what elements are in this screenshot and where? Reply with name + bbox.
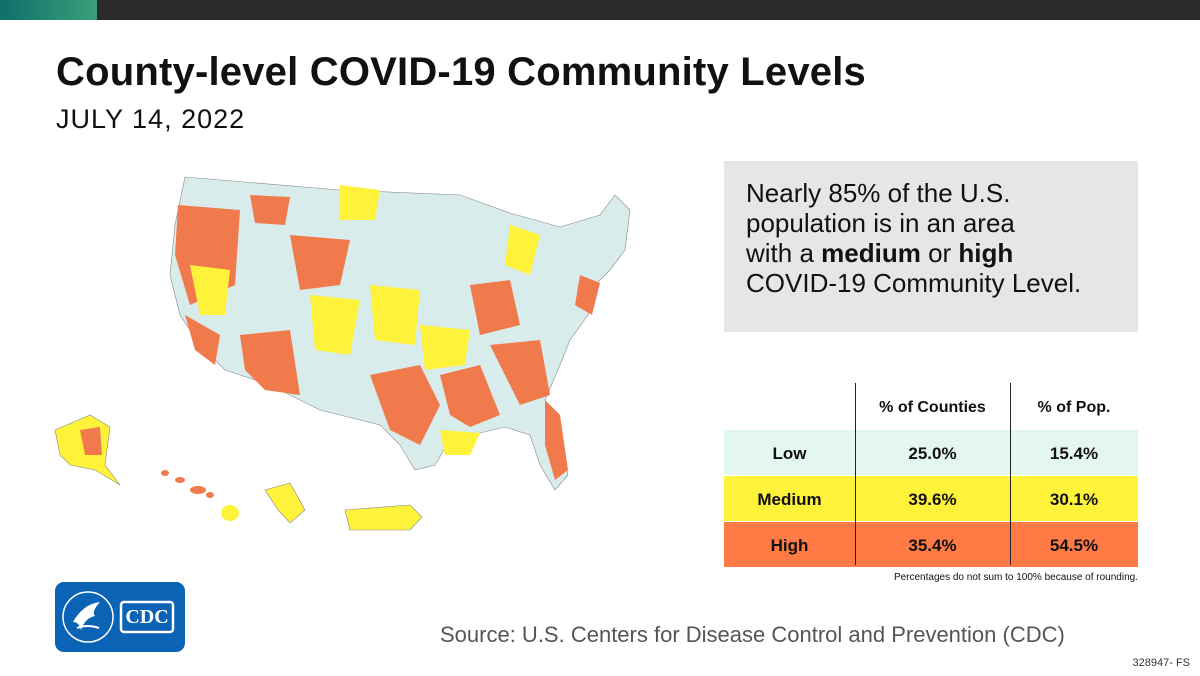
table-row: Low 25.0% 15.4% bbox=[724, 430, 1138, 475]
callout-line-1: Nearly 85% of the U.S. bbox=[746, 178, 1011, 208]
row-counties: 25.0% bbox=[908, 444, 957, 463]
hawaii-shape bbox=[161, 470, 239, 521]
row-pop: 54.5% bbox=[1049, 536, 1099, 555]
medium-level-regions bbox=[190, 185, 540, 455]
header-counties: % of Counties bbox=[879, 399, 986, 416]
page-title: County-level COVID-19 Community Levels bbox=[56, 50, 867, 94]
table-divider bbox=[855, 383, 856, 565]
puerto-rico-shape bbox=[344, 504, 423, 531]
row-level: Low bbox=[772, 444, 807, 463]
levels-table: % of Counties % of Pop. Low 25.0% 15.4% … bbox=[724, 383, 1138, 568]
territory-shape bbox=[264, 482, 306, 524]
table-row: High 35.4% 54.5% bbox=[724, 522, 1138, 567]
row-pop: 30.1% bbox=[1049, 490, 1099, 509]
document-code: 328947- FS bbox=[1132, 657, 1190, 669]
callout-text: with a bbox=[746, 238, 822, 268]
hhs-eagle-icon bbox=[62, 591, 175, 643]
callout-high: high bbox=[958, 238, 1014, 268]
header-pop: % of Pop. bbox=[1037, 399, 1111, 416]
top-bar-accent bbox=[0, 0, 97, 20]
cdc-logo-text: CDC bbox=[125, 606, 169, 628]
source-text: Source: U.S. Centers for Disease Control… bbox=[440, 622, 1065, 647]
row-counties: 39.6% bbox=[908, 490, 957, 509]
row-counties: 35.4% bbox=[908, 536, 957, 555]
rounding-note: Percentages do not sum to 100% because o… bbox=[893, 572, 1138, 583]
callout-line-2: population is in an area bbox=[746, 208, 1015, 238]
cdc-logo: CDC bbox=[55, 582, 185, 652]
date-subtitle: JULY 14, 2022 bbox=[56, 104, 246, 134]
table-header: % of Counties % of Pop. bbox=[724, 383, 1138, 430]
row-level: High bbox=[770, 536, 809, 555]
callout-line-3: with a medium or high bbox=[746, 238, 1116, 268]
summary-callout: Nearly 85% of the U.S. population is in … bbox=[724, 161, 1138, 332]
table-row: Medium 39.6% 30.1% bbox=[724, 476, 1138, 521]
callout-text: or bbox=[920, 238, 959, 268]
callout-medium: medium bbox=[821, 238, 921, 268]
row-level: Medium bbox=[757, 490, 822, 509]
row-pop: 15.4% bbox=[1049, 444, 1099, 463]
top-bar bbox=[0, 0, 1200, 20]
table-divider bbox=[1010, 383, 1011, 565]
us-county-map bbox=[54, 176, 631, 531]
callout-line-4: COVID-19 Community Level. bbox=[746, 268, 1082, 298]
high-level-regions bbox=[175, 195, 600, 480]
